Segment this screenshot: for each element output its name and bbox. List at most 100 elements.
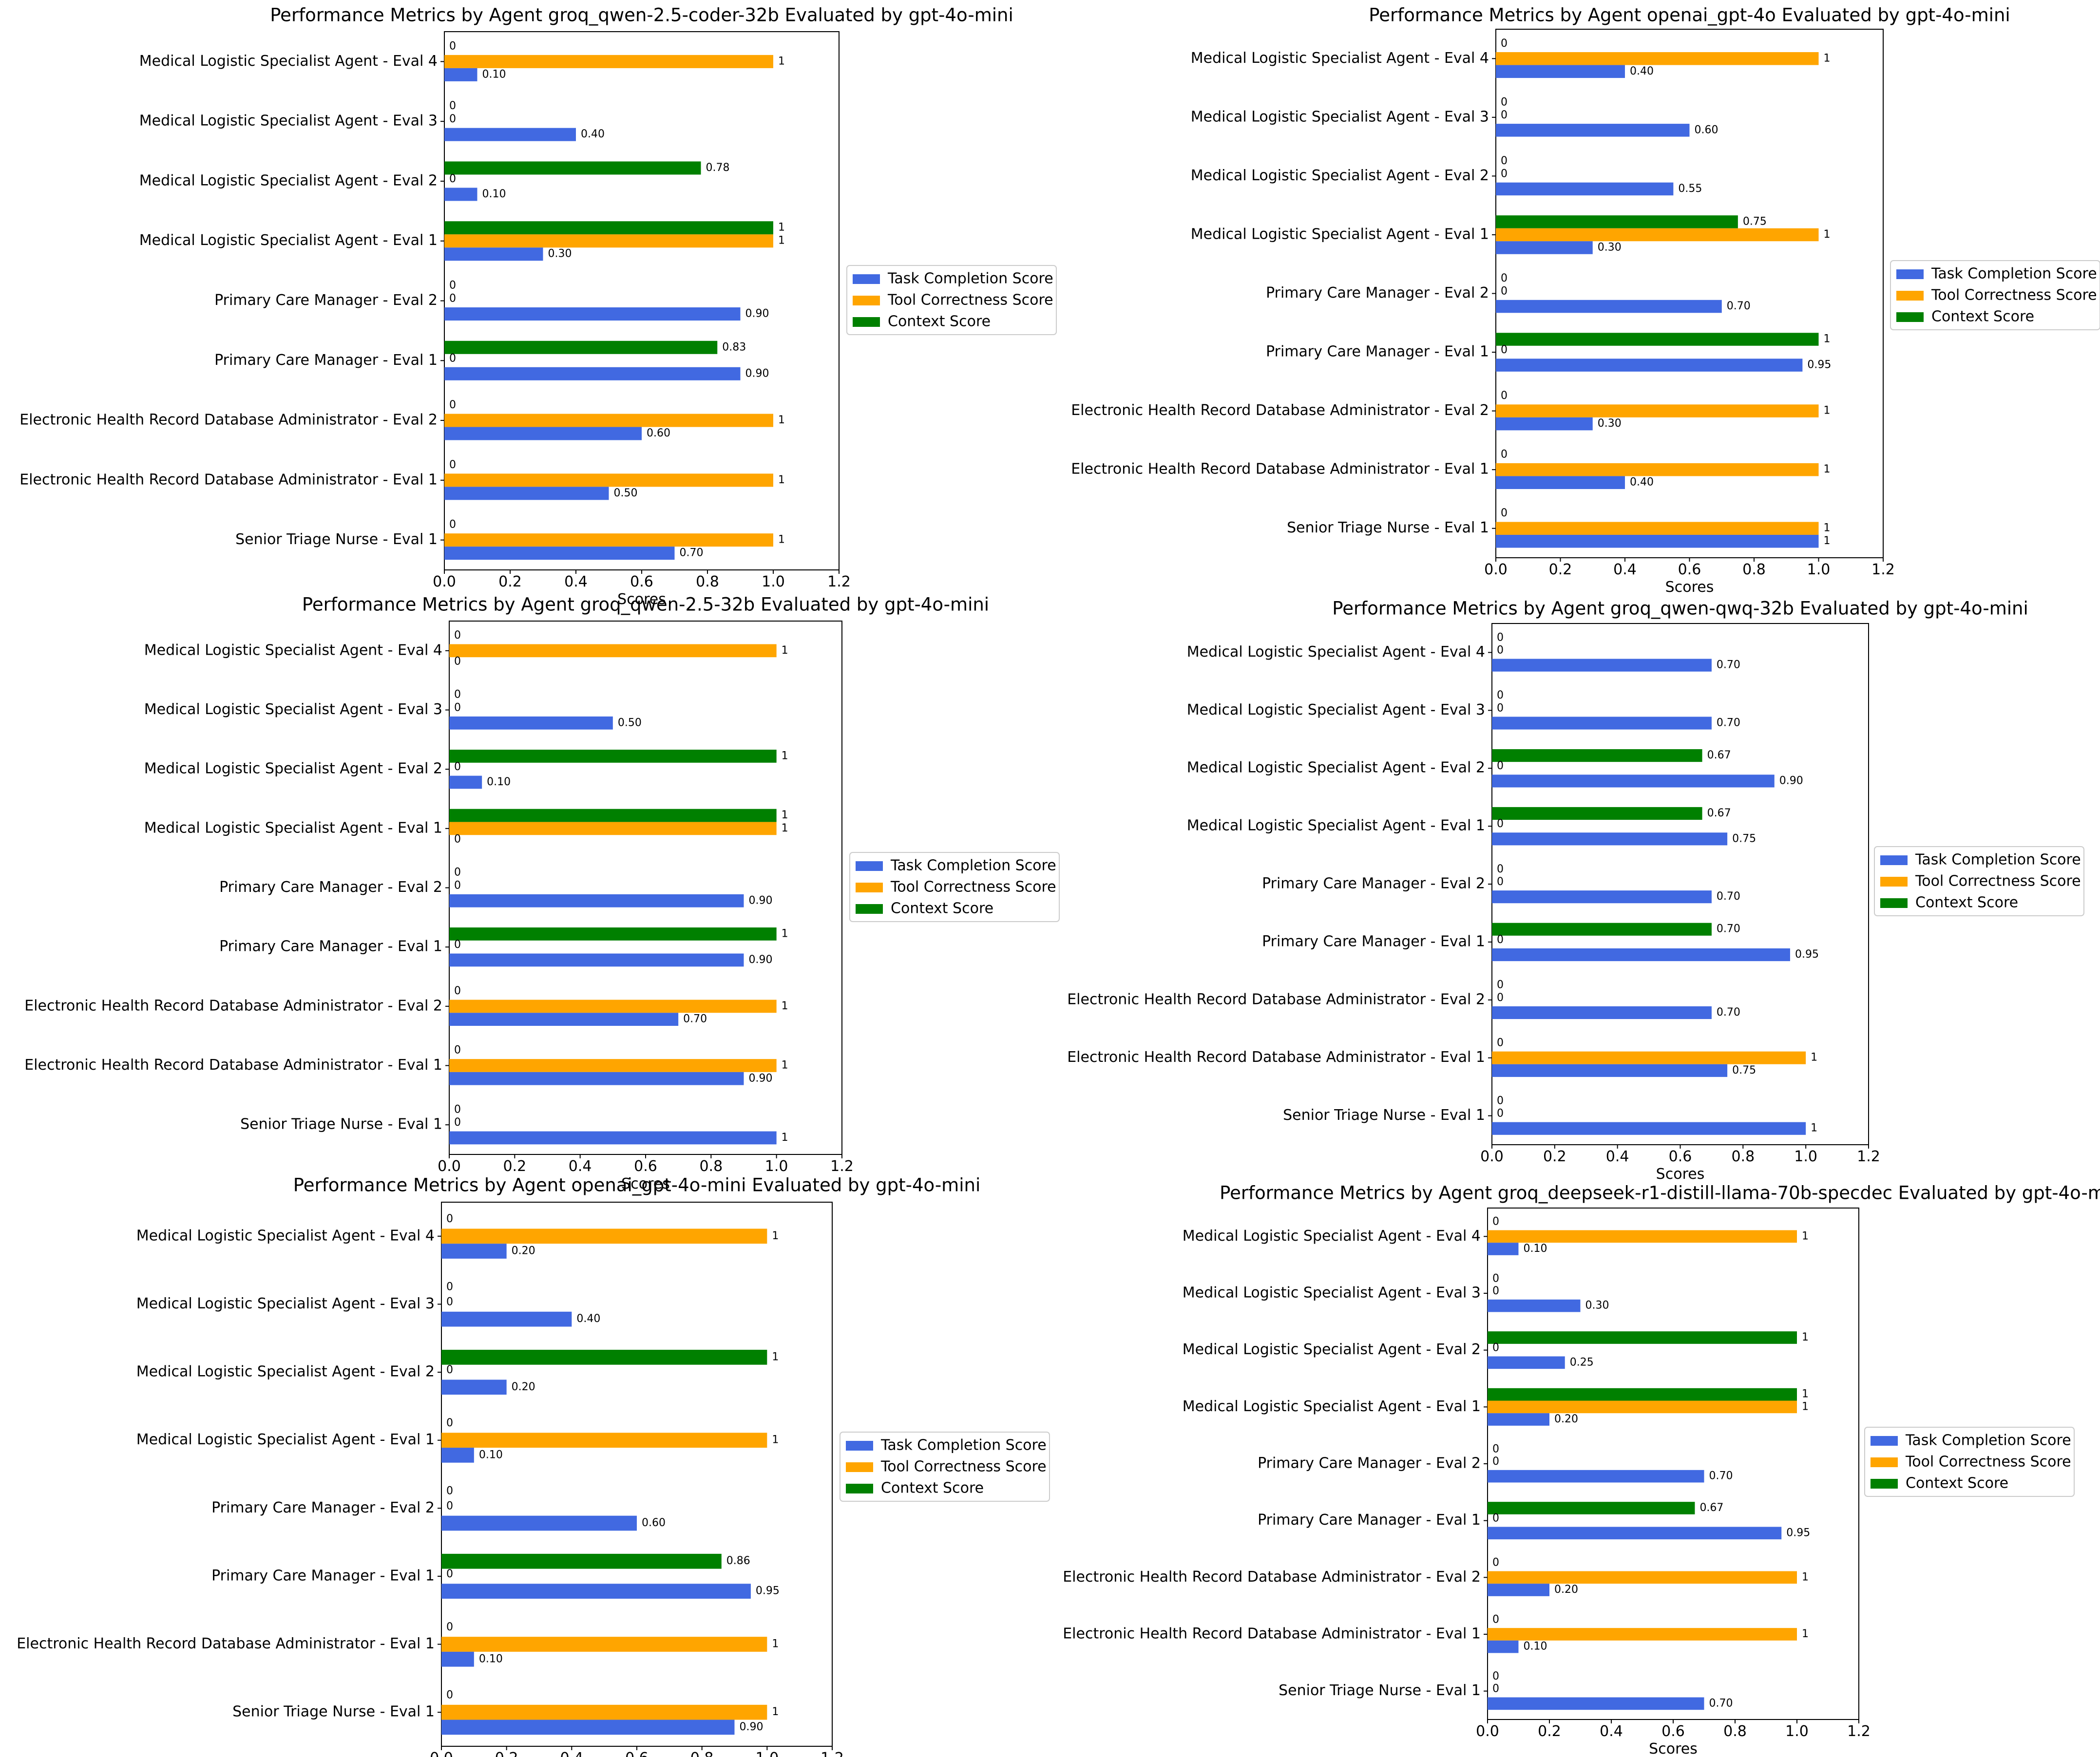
category-label: Medical Logistic Specialist Agent - Eval… (1187, 817, 1485, 834)
data-label: 0.90 (749, 1072, 773, 1084)
data-label: 0 (1497, 992, 1504, 1004)
bar (444, 161, 701, 175)
bar (444, 547, 675, 560)
data-label: 1 (782, 809, 788, 821)
legend-entry: Context Score (1915, 894, 2018, 911)
bar (1496, 65, 1625, 78)
x-tick-label: 1.2 (1857, 1148, 1880, 1165)
data-label: 1 (1824, 333, 1831, 345)
data-label: 0.40 (581, 128, 605, 140)
x-tick-label: 0.6 (630, 573, 653, 590)
legend-entry: Tool Correctness Score (1905, 1454, 2071, 1471)
data-label: 0 (1497, 760, 1504, 772)
category-label: Senior Triage Nurse - Eval 1 (240, 1116, 442, 1133)
x-tick-label: 0.8 (1723, 1723, 1747, 1740)
x-tick-label: 1.2 (1847, 1723, 1871, 1740)
data-label: 0 (446, 1417, 453, 1429)
x-tick-label: 0.4 (1613, 561, 1637, 578)
data-label: 0.78 (706, 162, 730, 174)
data-label: 0.40 (1630, 65, 1654, 77)
bar (1496, 463, 1819, 476)
data-label: 0 (446, 1500, 453, 1512)
data-label: 0 (449, 113, 456, 125)
bar (441, 1349, 767, 1365)
bar (1488, 1640, 1519, 1653)
x-tick-label: 0.6 (1661, 1723, 1685, 1740)
bar (441, 1553, 722, 1569)
x-tick-label: 0.2 (495, 1750, 518, 1757)
category-label: Medical Logistic Specialist Agent - Eval… (1183, 1341, 1481, 1358)
bar (449, 1000, 777, 1013)
x-tick-label: 0.0 (438, 1158, 461, 1175)
x-axis-label: Scores (621, 1175, 670, 1192)
data-label: 0.20 (512, 1245, 535, 1257)
category-label: Medical Logistic Specialist Agent - Eval… (144, 760, 442, 777)
data-label: 1 (1824, 405, 1831, 417)
bar (1488, 1628, 1797, 1641)
category-label: Medical Logistic Specialist Agent - Eval… (1191, 50, 1489, 67)
data-label: 0 (1501, 507, 1508, 519)
x-tick-label: 0.0 (430, 1750, 453, 1757)
legend-swatch (846, 1484, 873, 1493)
bar (444, 414, 773, 427)
data-label: 0 (454, 867, 461, 879)
data-label: 0.75 (1743, 215, 1767, 227)
data-label: 0 (454, 656, 461, 668)
data-label: 1 (1802, 1388, 1809, 1400)
x-tick-label: 0.2 (1543, 1148, 1566, 1165)
data-label: 0 (454, 1044, 461, 1057)
bar (449, 1131, 777, 1145)
bar (444, 128, 576, 141)
data-label: 0 (1501, 344, 1508, 356)
data-label: 0 (1501, 390, 1508, 402)
bar (441, 1584, 751, 1599)
bar (444, 340, 718, 354)
x-tick-label: 0.2 (1538, 1723, 1561, 1740)
x-tick-label: 1.0 (1807, 561, 1831, 578)
data-label: 0 (1497, 631, 1504, 643)
x-tick-label: 0.0 (1480, 1148, 1504, 1165)
legend-entry: Tool Correctness Score (1931, 287, 2097, 304)
data-label: 0 (449, 459, 456, 471)
data-label: 1 (782, 927, 788, 940)
data-label: 0 (446, 1281, 453, 1293)
category-label: Primary Care Manager - Eval 2 (214, 292, 438, 309)
bar (1488, 1470, 1704, 1483)
data-label: 0 (446, 1485, 453, 1497)
legend-box (840, 1432, 1050, 1502)
bar (1492, 717, 1712, 730)
data-label: 0 (1501, 155, 1508, 167)
data-label: 0.70 (1709, 1697, 1733, 1709)
x-tick-label: 0.6 (634, 1158, 657, 1175)
category-label: Senior Triage Nurse - Eval 1 (235, 531, 438, 548)
data-label: 0.30 (1598, 241, 1622, 253)
category-label: Primary Care Manager - Eval 1 (211, 1567, 435, 1584)
chart-panel-3: Performance Metrics by Agent groq_qwen-2… (24, 594, 1060, 1192)
category-label: Medical Logistic Specialist Agent - Eval… (1187, 701, 1485, 718)
data-label: 0 (1501, 109, 1508, 121)
data-label: 0 (454, 1103, 461, 1115)
chart-panel-6: Performance Metrics by Agent groq_deepse… (1063, 1183, 2100, 1757)
bar (441, 1244, 507, 1259)
category-label: Electronic Health Record Database Admini… (1063, 1625, 1481, 1643)
data-label: 0 (1492, 1557, 1499, 1569)
x-tick-label: 0.2 (503, 1158, 526, 1175)
data-label: 0.95 (756, 1585, 780, 1597)
data-label: 1 (778, 414, 785, 426)
data-label: 0 (1492, 1285, 1499, 1297)
x-tick-label: 1.0 (765, 1158, 788, 1175)
bar (1492, 1051, 1806, 1064)
legend: Task Completion Score Tool Correctness Sc… (840, 1432, 1050, 1502)
bar (441, 1515, 637, 1531)
bar (1488, 1243, 1519, 1255)
data-label: 0.20 (1554, 1413, 1578, 1425)
category-label: Primary Care Manager - Eval 1 (1262, 933, 1485, 950)
bar (444, 487, 609, 500)
data-label: 0.70 (1717, 659, 1740, 671)
legend-swatch (853, 274, 880, 284)
bar (441, 1228, 767, 1244)
bar (444, 473, 773, 487)
bar (1496, 404, 1819, 417)
data-label: 0.10 (479, 1449, 503, 1461)
